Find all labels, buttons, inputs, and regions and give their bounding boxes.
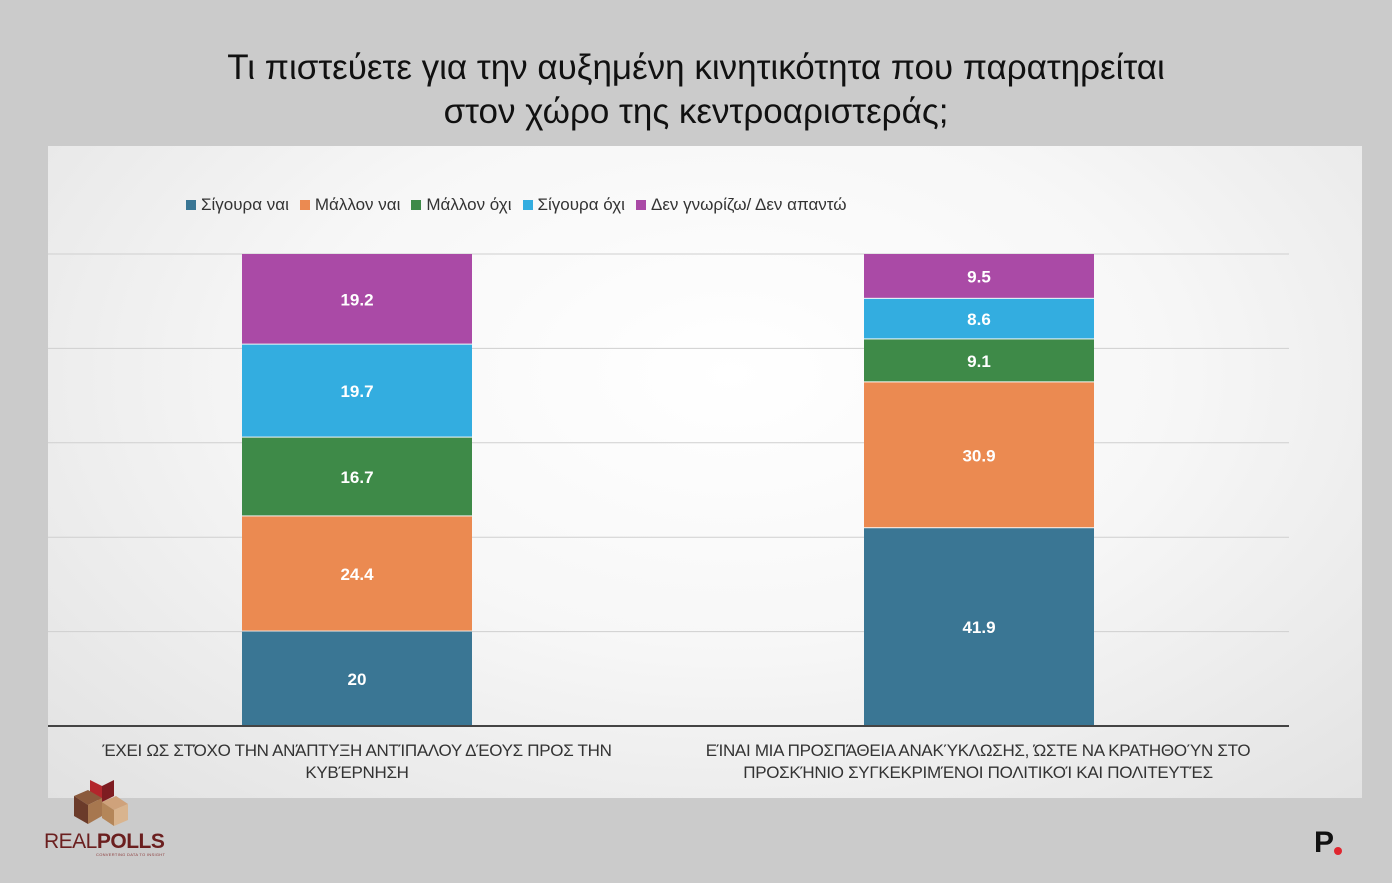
bar-segment	[242, 631, 472, 725]
legend-item: Σίγουρα όχι	[522, 195, 625, 215]
legend-swatch	[186, 200, 196, 210]
bar-segment	[242, 254, 472, 344]
legend-item: Μάλλον όχι	[411, 195, 512, 215]
bar-data-label: 30.9	[962, 446, 995, 465]
realpolls-logo-tagline: CONVERTING DATA TO INSIGHT	[96, 852, 166, 857]
bar-segment	[864, 382, 1094, 528]
legend-label: Δεν γνωρίζω/ Δεν απαντώ	[650, 195, 847, 214]
legend-item: Δεν γνωρίζω/ Δεν απαντώ	[635, 195, 847, 215]
bar-segment	[242, 437, 472, 516]
legend-label: Μάλλον όχι	[426, 195, 512, 214]
bar-data-label: 9.1	[967, 352, 991, 371]
x-axis-label-category-2: ΕΊΝΑΙ ΜΙΑ ΠΡΟΣΠΆΘΕΙΑ ΑΝΑΚΎΚΛΩΣΗΣ, ΏΣΤΕ Ν…	[705, 741, 1251, 782]
brand-mark-dot-icon	[1334, 847, 1342, 855]
legend-item: Σίγουρα ναι	[186, 195, 289, 215]
bar-data-label: 9.5	[967, 267, 991, 286]
legend-swatch	[299, 200, 310, 210]
legend-swatch	[522, 200, 533, 210]
chart-title-line-2: στον χώρο της κεντροαριστεράς;	[443, 92, 949, 131]
chart-title-line-1: Τι πιστεύετε για την αυξημένη κινητικότη…	[227, 48, 1165, 87]
chart-legend: Σίγουρα ναι Μάλλον ναι Μάλλον όχι Σίγουρα ό…	[186, 194, 858, 216]
bar-segment	[864, 339, 1094, 382]
legend-swatch	[635, 200, 646, 210]
bar-data-label: 8.6	[967, 310, 991, 329]
x-axis-label-category-1: ΈΧΕΙ ΩΣ ΣΤΌΧΟ ΤΗΝ ΑΝΆΠΤΥΞΗ ΑΝΤΊΠΑΛΟΥ ΔΈΟ…	[102, 741, 612, 782]
legend-label: Σίγουρα ναι	[201, 195, 289, 214]
brand-mark: P	[1314, 826, 1335, 859]
bar-segment	[864, 254, 1094, 298]
legend-item: Μάλλον ναι	[299, 195, 401, 215]
chart-title: Τι πιστεύετε για την αυξημένη κινητικότη…	[0, 46, 1392, 134]
legend-swatch	[411, 200, 422, 210]
legend-label: Σίγουρα όχι	[537, 195, 625, 214]
bar-data-label: 41.9	[962, 618, 995, 637]
bar-segment	[242, 344, 472, 437]
bar-segment	[864, 528, 1094, 725]
bar-data-label: 20	[348, 670, 367, 689]
bar-segment	[242, 516, 472, 631]
realpolls-logo-text: REALPOLLS	[44, 830, 165, 853]
bar-data-label: 19.7	[340, 382, 373, 401]
bar-data-label: 16.7	[340, 468, 373, 487]
bar-data-label: 19.2	[340, 290, 373, 309]
realpolls-logo-icon	[74, 780, 128, 826]
bar-segment	[864, 298, 1094, 339]
legend-label: Μάλλον ναι	[314, 195, 401, 214]
bar-data-label: 24.4	[340, 565, 374, 584]
